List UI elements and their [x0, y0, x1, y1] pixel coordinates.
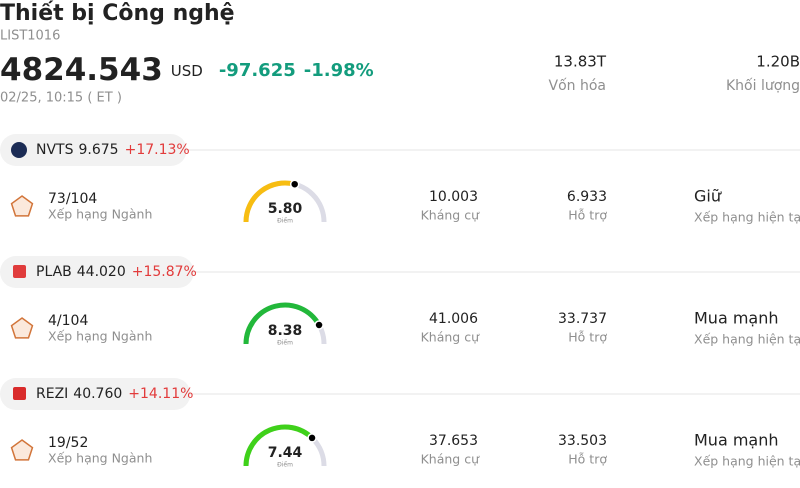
resistance-label: Kháng cự: [421, 208, 480, 223]
gauge-dot: [314, 320, 324, 330]
quote: 4824.543 USD -97.625 -1.98%: [0, 52, 374, 88]
title: Thiết bị Công nghệ: [0, 1, 235, 26]
gauge-dot: [307, 433, 317, 443]
stock-change: +14.11%: [128, 386, 193, 402]
resistance-label: Kháng cự: [421, 330, 480, 345]
stock-pill: [0, 378, 191, 410]
rating: Mua mạnh: [694, 431, 779, 450]
rank: 19/52: [48, 435, 88, 451]
stock-quote: NVTS 9.675 +17.13%: [36, 142, 190, 158]
rank-label: Xếp hạng Ngành: [48, 451, 152, 466]
rank: 4/104: [48, 313, 88, 329]
stock-change: +15.87%: [132, 264, 197, 280]
stock-pill: [0, 256, 194, 288]
stock-change: +17.13%: [125, 142, 190, 158]
rank-icon: [10, 195, 34, 217]
support: 33.503: [558, 433, 607, 449]
score-label: Điểm: [277, 462, 293, 469]
stat-label: Khối lượng: [726, 77, 800, 94]
resistance: 37.653: [429, 433, 478, 449]
rating: Mua mạnh: [694, 309, 779, 328]
stock-quote: REZI 40.760 +14.11%: [36, 386, 193, 402]
stock-logo: [13, 265, 26, 278]
rank-label: Xếp hạng Ngành: [48, 329, 152, 344]
stat-label: Vốn hóa: [549, 77, 606, 94]
support: 33.737: [558, 311, 607, 327]
stock-logo: [11, 142, 27, 158]
support-label: Hỗ trợ: [568, 330, 607, 345]
support-label: Hỗ trợ: [568, 452, 607, 467]
score-label: Điểm: [277, 340, 293, 347]
score: 8.38: [268, 323, 303, 339]
rank-icon: [10, 317, 34, 339]
stat-value: 13.83T: [554, 53, 607, 71]
rank: 73/104: [48, 191, 97, 207]
score: 7.44: [268, 445, 303, 461]
stock-price: 40.760: [73, 386, 122, 402]
score-label: Điểm: [277, 218, 293, 225]
support-label: Hỗ trợ: [568, 208, 607, 223]
code: LIST1016: [0, 29, 60, 44]
rating: Giữ: [694, 187, 722, 206]
ticker: PLAB: [36, 264, 72, 280]
score: 5.80: [268, 201, 303, 217]
change: -97.625: [219, 60, 296, 81]
stock-price: 9.675: [79, 142, 119, 158]
gauge-arc: [243, 424, 314, 467]
support: 6.933: [567, 189, 607, 205]
stock-quote: PLAB 44.020 +15.87%: [36, 264, 197, 280]
change-percent: -1.98%: [304, 60, 374, 81]
stat-value: 1.20B: [756, 53, 800, 71]
stock-logo: [13, 387, 26, 400]
resistance-label: Kháng cự: [421, 452, 480, 467]
gauge-arc: [243, 302, 322, 345]
rating-label: Xếp hạng hiện tại: [694, 210, 800, 225]
resistance: 41.006: [429, 311, 478, 327]
rating-label: Xếp hạng hiện tại: [694, 332, 800, 347]
resistance: 10.003: [429, 189, 478, 205]
stock-pill: [0, 134, 187, 166]
ticker: NVTS: [36, 142, 74, 158]
gauge-arc: [243, 180, 296, 223]
rank-label: Xếp hạng Ngành: [48, 207, 152, 222]
currency: USD: [171, 62, 203, 80]
rank-icon: [10, 439, 34, 461]
gauge-dot: [289, 179, 300, 189]
price: 4824.543: [0, 52, 163, 88]
datetime: 02/25, 10:15 ( ET ): [0, 91, 122, 106]
rating-label: Xếp hạng hiện tại: [694, 454, 800, 469]
stock-price: 44.020: [77, 264, 126, 280]
ticker: REZI: [36, 386, 68, 402]
